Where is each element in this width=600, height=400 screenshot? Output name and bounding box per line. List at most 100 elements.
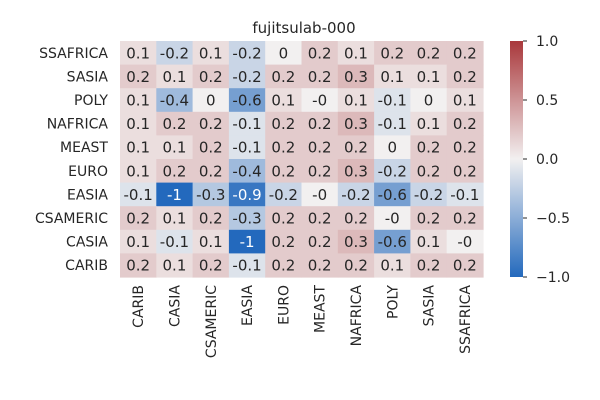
row-tick-label: CASIA <box>66 235 108 251</box>
cell-value-label: 0.2 <box>163 162 187 180</box>
heatmap-cell <box>265 111 303 136</box>
heatmap-cell <box>410 253 448 278</box>
column-tick-label: CASIA <box>167 285 183 327</box>
cell-value-label: 0.2 <box>417 139 441 157</box>
cell-value-label: -0.3 <box>232 210 261 228</box>
heatmap-cell <box>228 111 266 136</box>
heatmap-cell <box>192 159 230 184</box>
heatmap-cell <box>228 182 266 207</box>
column-tick-label: CSAMERIC <box>204 285 220 358</box>
cell-value-label: 0.2 <box>308 139 332 157</box>
heatmap-cell <box>374 64 411 89</box>
cell-value-label: 0.2 <box>308 68 332 86</box>
heatmap-cell <box>337 135 375 160</box>
cell-value-label: 0.2 <box>163 115 187 133</box>
heatmap-cell <box>120 88 157 113</box>
heatmap-cell <box>265 182 303 207</box>
heatmap-cell <box>374 182 411 207</box>
cell-value-label: 0.1 <box>380 257 404 275</box>
cell-value-label: -0.3 <box>196 186 225 204</box>
row-tick-label: EURO <box>68 164 108 180</box>
heatmap-cell <box>156 41 194 66</box>
cell-value-label: 0.3 <box>344 115 368 133</box>
cell-value-label: 0.3 <box>344 162 368 180</box>
heatmap-cell <box>337 111 375 136</box>
heatmap-cell <box>228 135 266 160</box>
cell-value-label: 0.2 <box>453 162 477 180</box>
cell-value-label: -0.1 <box>450 186 479 204</box>
heatmap-cell <box>120 111 157 136</box>
heatmap-cell <box>265 64 303 89</box>
heatmap-cells: 0.1 -0.2 0.1 -0.2 0 0.2 0.1 0.2 0.2 0.20.2 0.1 0.2-… <box>120 41 484 278</box>
colorbar-tick-label: 0.0 <box>536 152 558 168</box>
column-tick-label: POLY <box>385 285 401 319</box>
heatmap-cell <box>156 253 194 278</box>
cell-value-label: 0.1 <box>163 257 187 275</box>
heatmap-cell <box>156 182 194 207</box>
cell-value-label: -0.1 <box>378 115 407 133</box>
cell-value-label: 0.2 <box>344 257 368 275</box>
heatmap-cell <box>446 111 484 136</box>
heatmap-cell <box>156 159 194 184</box>
column-tick-labels: CARIB CASIA CSAMERIC EASIA EURO MEAST NAFRICA P… <box>131 285 474 358</box>
cell-value-label: 0.2 <box>417 257 441 275</box>
cell-value-label: -0.1 <box>160 233 189 251</box>
heatmap-cell <box>265 253 303 278</box>
heatmap-cell <box>301 253 339 278</box>
cell-value-label: 0.2 <box>271 139 295 157</box>
column-tick-label: NAFRICA <box>349 285 365 347</box>
cell-value-label: 0.1 <box>163 210 187 228</box>
cell-value-label: 0 <box>206 92 216 110</box>
heatmap-cell <box>446 64 484 89</box>
cell-value-label: 0.2 <box>453 68 477 86</box>
heatmap-cell <box>410 135 448 160</box>
heatmap-cell <box>337 64 375 89</box>
heatmap-cell <box>410 88 448 113</box>
cell-value-label: 0.2 <box>453 115 477 133</box>
cell-value-label: 0.1 <box>199 44 223 62</box>
cell-value-label: 0.2 <box>199 139 223 157</box>
heatmap-cell <box>446 135 484 160</box>
column-tick-label: CARIB <box>131 285 147 328</box>
row-tick-label: POLY <box>74 93 108 109</box>
cell-value-label: 0.2 <box>308 257 332 275</box>
heatmap-cell <box>337 206 375 231</box>
cell-value-label: 0.2 <box>453 139 477 157</box>
cell-value-label: 0.2 <box>126 68 150 86</box>
cell-value-label: 0.2 <box>308 210 332 228</box>
heatmap-cell <box>120 159 157 184</box>
cell-value-label: 0.2 <box>271 115 295 133</box>
cell-value-label: 0.2 <box>199 115 223 133</box>
heatmap-cell <box>156 88 194 113</box>
cell-value-label: -0.6 <box>232 92 261 110</box>
colorbar-tick-label: −1.0 <box>536 270 570 286</box>
heatmap-cell <box>228 229 266 254</box>
cell-value-label: 0.2 <box>126 257 150 275</box>
chart-title: fujitsulab-000 <box>252 19 355 37</box>
heatmap-cell <box>265 41 303 66</box>
heatmap-cell <box>410 64 448 89</box>
heatmap-cell <box>374 159 411 184</box>
heatmap-cell <box>374 135 411 160</box>
heatmap-cell <box>446 253 484 278</box>
cell-value-label: -0.2 <box>341 186 370 204</box>
cell-value-label: -0.6 <box>378 186 407 204</box>
cell-value-label: 0.2 <box>308 162 332 180</box>
column-tick-label: SASIA <box>422 285 438 327</box>
cell-value-label: -0.9 <box>232 186 261 204</box>
cell-value-label: 0.1 <box>344 44 368 62</box>
cell-value-label: 0.2 <box>417 210 441 228</box>
heatmap-cell <box>374 88 411 113</box>
heatmap-cell <box>265 206 303 231</box>
heatmap-cell <box>156 135 194 160</box>
row-tick-label: CARIB <box>65 258 108 274</box>
cell-value-label: -0.4 <box>232 162 261 180</box>
cell-value-label: 0.2 <box>453 44 477 62</box>
column-tick-label: EASIA <box>240 285 256 326</box>
heatmap-cell <box>301 159 339 184</box>
heatmap-cell <box>120 135 157 160</box>
cell-value-label: 0.1 <box>163 139 187 157</box>
row-tick-label: MEAST <box>60 140 108 156</box>
heatmap-cell <box>446 159 484 184</box>
heatmap-cell <box>192 64 230 89</box>
